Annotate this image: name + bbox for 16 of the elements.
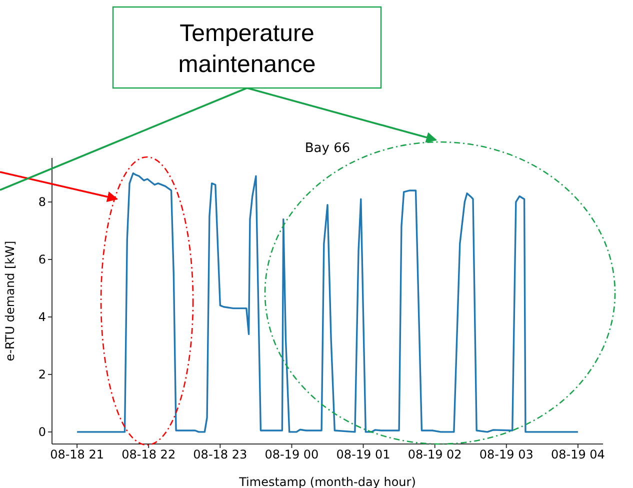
- y-tick-label: 8: [38, 195, 46, 210]
- y-tick-label: 6: [38, 252, 46, 267]
- y-tick-label: 4: [38, 310, 46, 324]
- y-tick-label: 2: [38, 368, 46, 382]
- x-tick-label: 08-19 02: [408, 448, 462, 462]
- x-tick-label: 08-19 03: [479, 448, 534, 462]
- chart-title: Bay 66: [304, 141, 350, 156]
- x-tick-label: 08-19 04: [550, 448, 605, 462]
- x-tick-label: 08-18 23: [193, 448, 248, 462]
- x-tick-label: 08-19 00: [264, 448, 319, 462]
- y-axis-title: e-RTU demand [kW]: [3, 240, 17, 362]
- x-tick-label: 08-18 21: [50, 448, 104, 462]
- x-tick-label: 08-18 22: [122, 448, 176, 462]
- text: Temperature maintenance: [178, 20, 316, 78]
- y-tick-label: 0: [38, 425, 46, 440]
- x-tick-label: 08-19 01: [336, 448, 390, 462]
